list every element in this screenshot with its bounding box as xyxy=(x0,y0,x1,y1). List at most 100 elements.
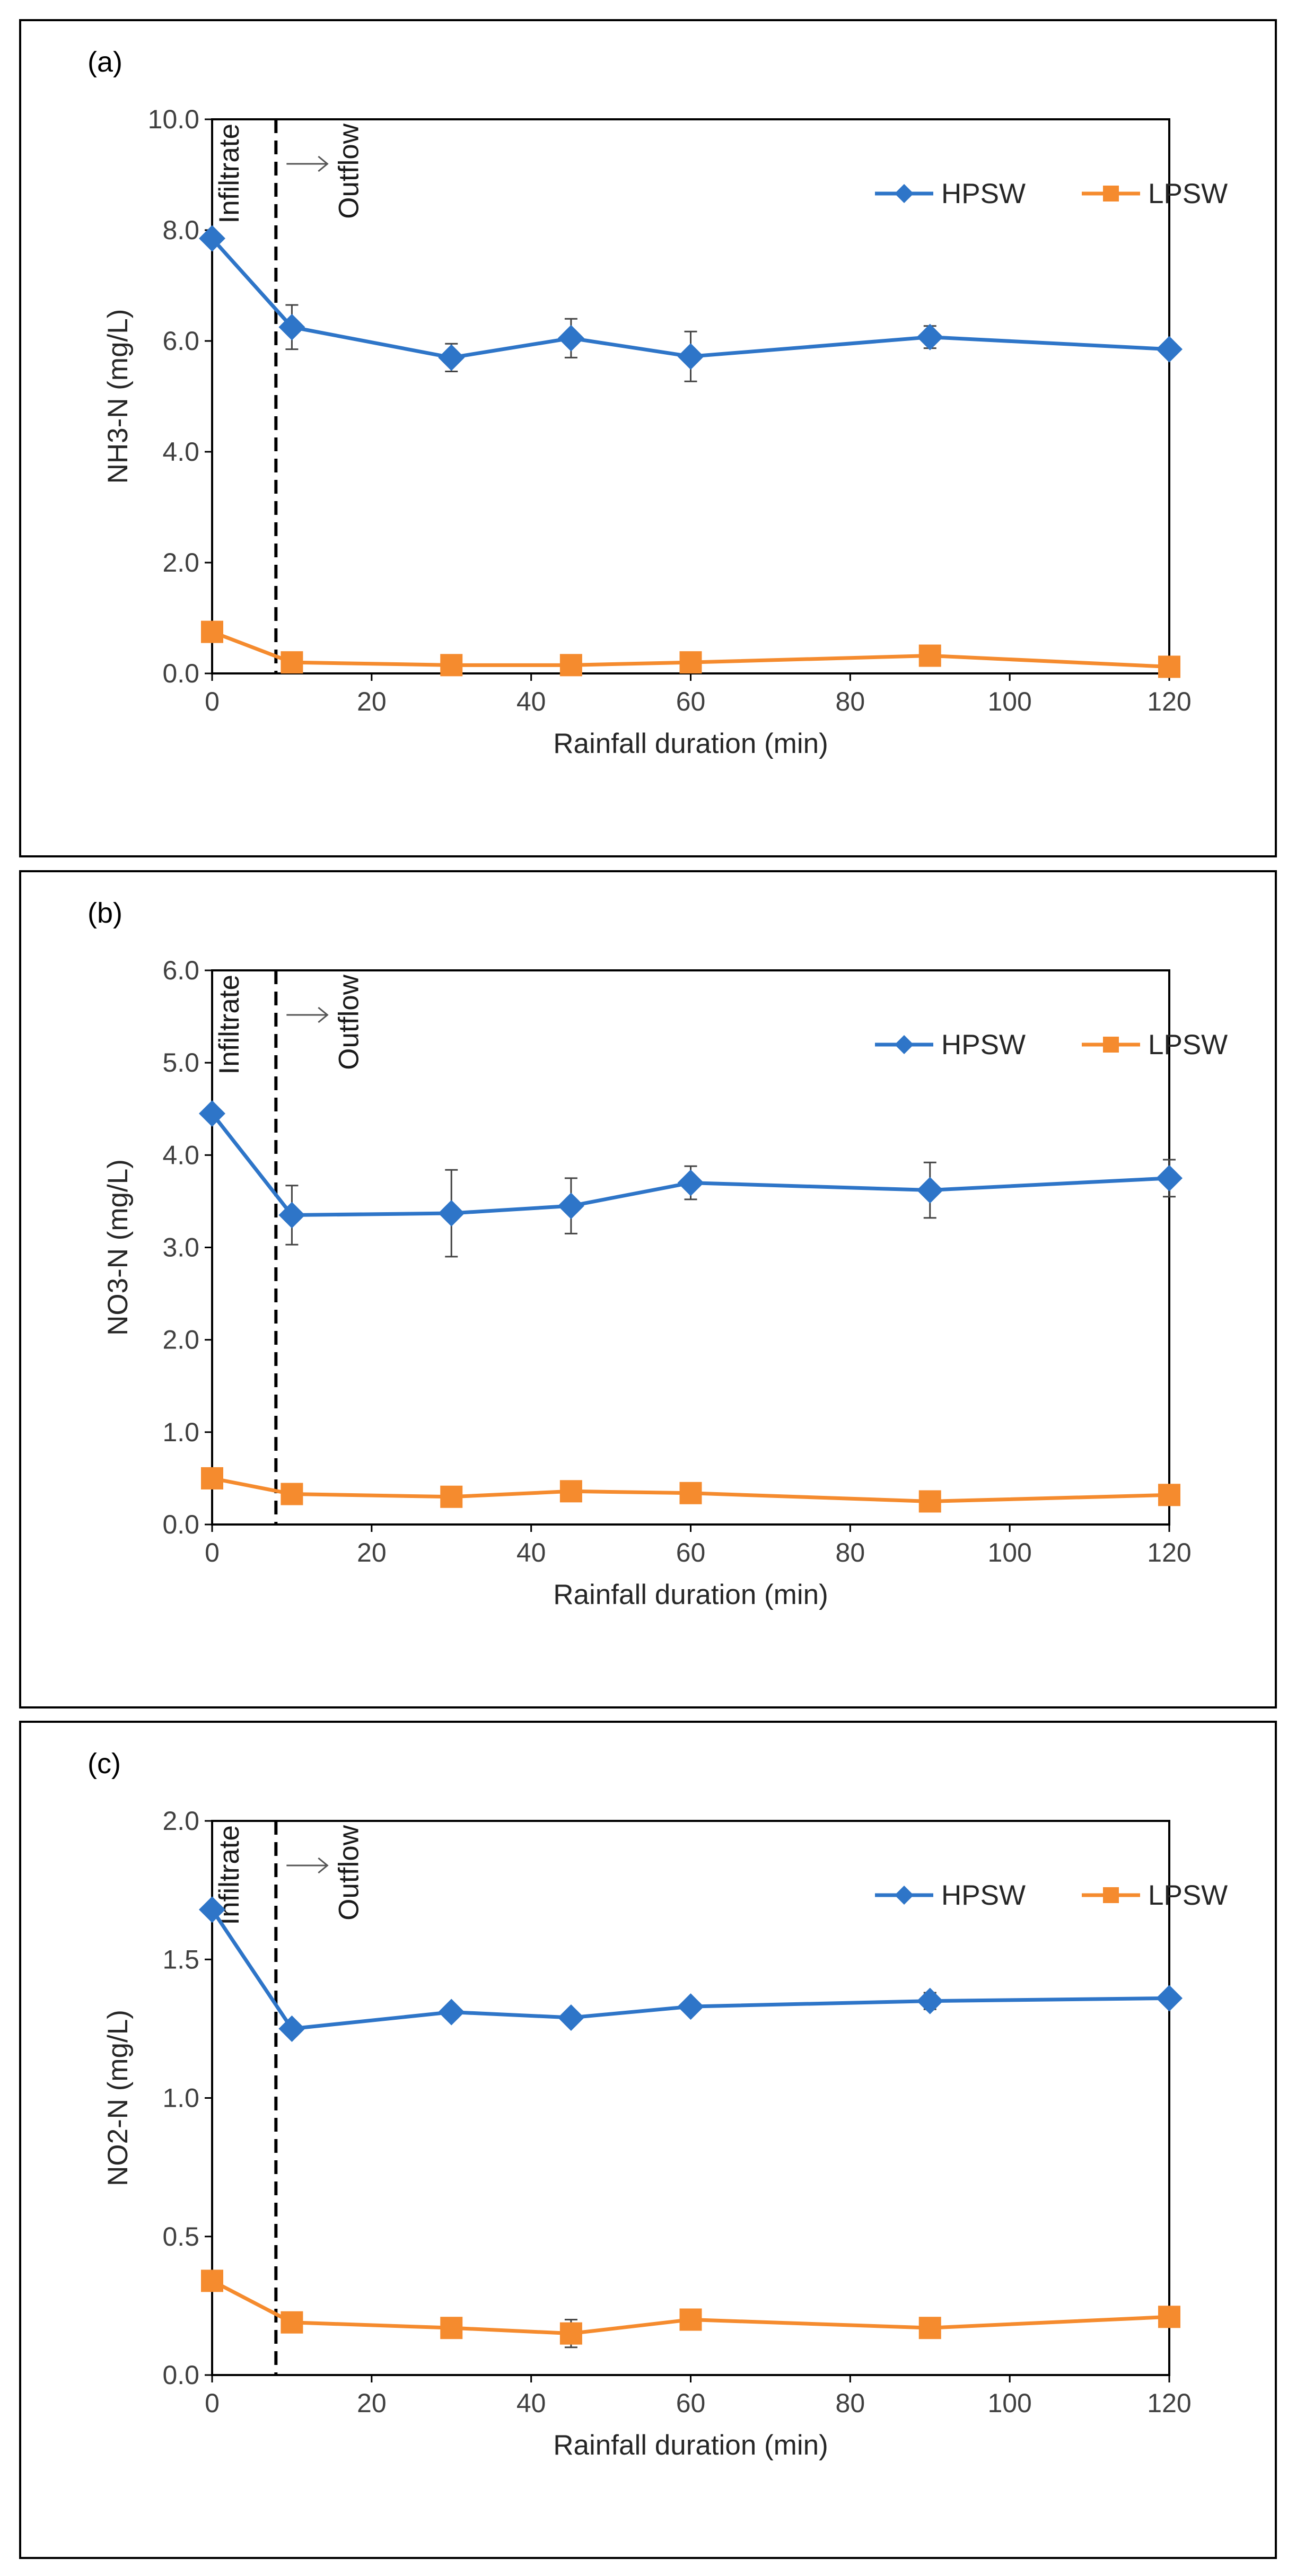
data-point-hpsw xyxy=(557,1193,584,1220)
data-point-hpsw xyxy=(677,1993,704,2020)
x-tick-label: 40 xyxy=(516,2388,546,2418)
data-point-lpsw xyxy=(679,1482,702,1504)
y-tick-label: 0.0 xyxy=(162,1510,199,1539)
data-point-hpsw xyxy=(278,1202,305,1229)
x-tick-label: 40 xyxy=(516,687,546,716)
data-point-hpsw xyxy=(1156,1985,1183,2012)
x-tick-label: 60 xyxy=(676,687,706,716)
data-point-lpsw xyxy=(559,2322,582,2345)
x-tick-label: 60 xyxy=(676,1538,706,1567)
y-axis-title: NO3-N (mg/L) xyxy=(102,1159,134,1336)
chart-a: (a) 0.0 2.0 4.0 6.0 8.0 10.0 0 20 40 60 80 100 120 Rai… xyxy=(87,46,1228,759)
data-point-hpsw xyxy=(1156,1164,1183,1191)
data-point-hpsw xyxy=(438,344,465,371)
y-tick-label: 2.0 xyxy=(162,1806,199,1836)
annotation-arrow-head xyxy=(318,1857,329,1874)
annotation-arrow-head xyxy=(318,155,329,172)
data-point-hpsw xyxy=(916,323,943,351)
legend-label: HPSW xyxy=(941,178,1026,209)
panel-label: (a) xyxy=(87,46,122,78)
legend-label: LPSW xyxy=(1148,1029,1228,1061)
legend-swatch-marker xyxy=(895,1035,914,1054)
y-tick-label: 4.0 xyxy=(162,437,199,467)
data-point-hpsw xyxy=(199,1896,225,1923)
data-point-hpsw xyxy=(557,325,584,352)
x-axis-title: Rainfall duration (min) xyxy=(553,728,828,759)
data-point-hpsw xyxy=(278,313,305,340)
data-point-hpsw xyxy=(438,1200,465,1227)
data-point-lpsw xyxy=(201,2270,223,2292)
data-point-lpsw xyxy=(679,2308,702,2331)
x-tick-label: 100 xyxy=(987,687,1031,716)
y-tick-label: 6.0 xyxy=(162,326,199,356)
annotation-outflow: Outflow xyxy=(333,123,364,218)
y-tick-label: 1.5 xyxy=(162,1944,199,1974)
x-tick-label: 120 xyxy=(1147,1538,1191,1567)
data-point-lpsw xyxy=(440,654,463,677)
y-tick-label: 6.0 xyxy=(162,956,199,985)
data-point-hpsw xyxy=(557,2004,584,2031)
data-point-lpsw xyxy=(559,654,582,677)
data-point-lpsw xyxy=(281,1483,303,1505)
y-tick-label: 0.0 xyxy=(162,659,199,688)
data-point-lpsw xyxy=(1158,2306,1180,2328)
data-point-hpsw xyxy=(199,1100,225,1127)
x-tick-label: 20 xyxy=(357,2388,387,2418)
legend-swatch-marker xyxy=(1103,186,1119,201)
x-axis-title: Rainfall duration (min) xyxy=(553,1579,828,1610)
x-tick-label: 0 xyxy=(205,687,220,716)
y-tick-label: 2.0 xyxy=(162,548,199,577)
data-point-hpsw xyxy=(916,1177,943,1204)
panel-label: (b) xyxy=(87,897,122,929)
y-axis-title: NO2-N (mg/L) xyxy=(102,2010,134,2186)
x-tick-label: 80 xyxy=(836,1538,865,1567)
chart-c: (c) 0.0 0.5 1.0 1.5 2.0 0 20 40 60 80 100 120 Rainfal… xyxy=(87,1748,1228,2461)
x-tick-label: 40 xyxy=(516,1538,546,1567)
y-axis-title: NH3-N (mg/L) xyxy=(102,309,134,484)
legend-swatch-marker xyxy=(1103,1037,1119,1053)
legend-label: HPSW xyxy=(941,1029,1026,1061)
data-point-lpsw xyxy=(440,2317,463,2340)
x-tick-label: 80 xyxy=(836,687,865,716)
annotation-arrow-head xyxy=(318,1006,329,1023)
y-tick-label: 3.0 xyxy=(162,1233,199,1263)
chart-panel-b: (b) 0.0 1.0 2.0 3.0 4.0 5.0 6.0 0 20 40 60 80 100 120 R… xyxy=(19,870,1277,1708)
data-point-lpsw xyxy=(1158,655,1180,678)
x-tick-label: 100 xyxy=(987,1538,1031,1567)
x-tick-label: 0 xyxy=(205,1538,220,1567)
data-point-hpsw xyxy=(199,225,225,252)
x-tick-label: 60 xyxy=(676,2388,706,2418)
x-axis-title: Rainfall duration (min) xyxy=(553,2430,828,2461)
x-tick-label: 0 xyxy=(205,2388,220,2418)
data-point-lpsw xyxy=(679,651,702,674)
data-point-hpsw xyxy=(1156,336,1183,363)
data-point-lpsw xyxy=(440,1485,463,1508)
y-tick-label: 1.0 xyxy=(162,1417,199,1447)
data-point-lpsw xyxy=(281,2311,303,2334)
x-tick-label: 80 xyxy=(836,2388,865,2418)
data-point-lpsw xyxy=(918,2317,941,2340)
legend-label: LPSW xyxy=(1148,1880,1228,1911)
y-tick-label: 10.0 xyxy=(148,104,199,134)
y-tick-label: 0.0 xyxy=(162,2360,199,2390)
data-point-hpsw xyxy=(916,1987,943,2014)
chart-b: (b) 0.0 1.0 2.0 3.0 4.0 5.0 6.0 0 20 40 60 80 100 120 R… xyxy=(87,897,1228,1610)
data-point-lpsw xyxy=(918,1490,941,1513)
y-tick-label: 0.5 xyxy=(162,2222,199,2251)
legend-label: HPSW xyxy=(941,1880,1026,1911)
annotation-outflow: Outflow xyxy=(333,974,364,1070)
x-tick-label: 20 xyxy=(357,687,387,716)
x-tick-label: 20 xyxy=(357,1538,387,1567)
y-tick-label: 1.0 xyxy=(162,2083,199,2113)
data-point-lpsw xyxy=(1158,1484,1180,1506)
data-point-lpsw xyxy=(918,644,941,667)
legend-label: LPSW xyxy=(1148,178,1228,209)
legend-swatch-marker xyxy=(895,184,914,203)
data-point-hpsw xyxy=(278,2015,305,2042)
annotation-outflow: Outflow xyxy=(333,1825,364,1920)
y-tick-label: 4.0 xyxy=(162,1140,199,1170)
legend-swatch-marker xyxy=(1103,1887,1119,1903)
y-tick-label: 5.0 xyxy=(162,1048,199,1077)
chart-panel-c: (c) 0.0 0.5 1.0 1.5 2.0 0 20 40 60 80 100 120 Rainfal… xyxy=(19,1721,1277,2559)
data-point-hpsw xyxy=(677,1169,704,1196)
